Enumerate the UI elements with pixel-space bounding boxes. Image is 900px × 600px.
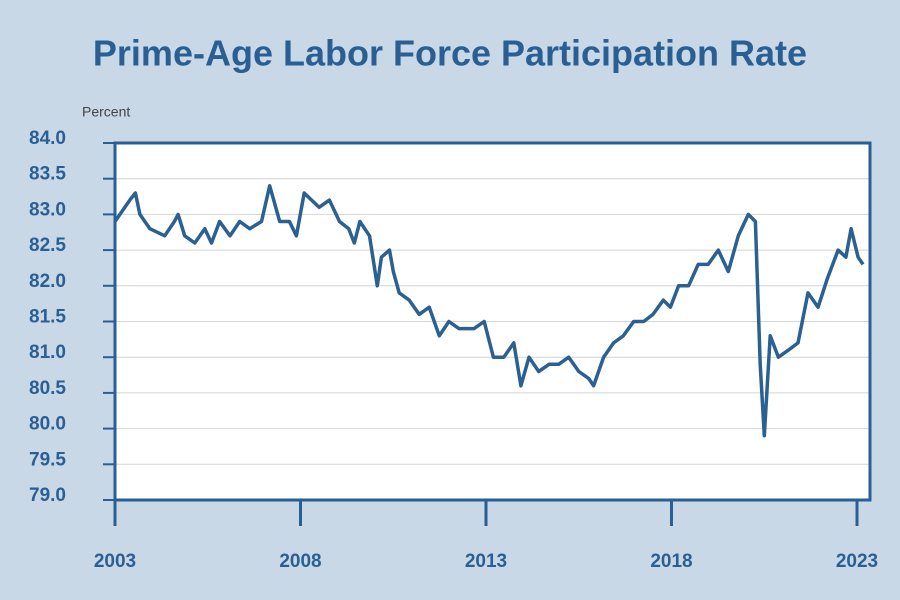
y-tick-label: 81.0 [29, 342, 66, 363]
y-tick-label: 83.0 [29, 199, 66, 220]
x-tick-label: 2018 [650, 551, 692, 572]
plot-border [113, 141, 872, 502]
x-tick-label: 2008 [279, 551, 321, 572]
y-tick-label: 82.5 [29, 235, 66, 256]
data-line [113, 184, 865, 438]
y-axis-label: Percent [82, 104, 130, 120]
y-tick-label: 84.0 [29, 128, 66, 149]
y-tick-label: 80.5 [29, 378, 66, 399]
x-tick-label: 2023 [836, 551, 878, 572]
y-tick-label: 79.0 [29, 485, 66, 506]
x-tick-label: 2003 [94, 551, 136, 572]
x-tick-label: 2013 [465, 551, 507, 572]
y-tick-label: 80.0 [29, 414, 66, 435]
y-tick-label: 79.5 [29, 449, 66, 470]
y-tick-label: 83.5 [29, 164, 66, 185]
chart-title: Prime-Age Labor Force Participation Rate [93, 33, 807, 74]
y-tick-label: 82.0 [29, 271, 66, 292]
y-tick-label: 81.5 [29, 307, 66, 328]
